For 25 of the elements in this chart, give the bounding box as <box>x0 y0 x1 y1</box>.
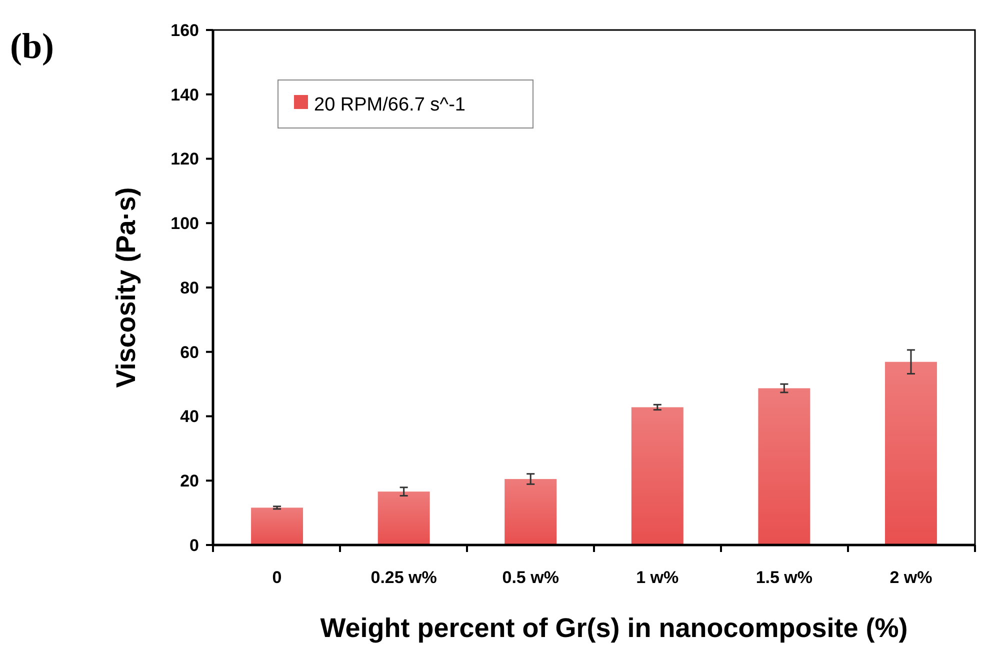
y-axis-title: Viscosity (Pa·s) <box>111 187 141 388</box>
bar <box>378 492 430 545</box>
y-tick-label: 120 <box>170 150 199 169</box>
y-tick-label: 40 <box>180 407 199 426</box>
x-tick-label: 0.5 w% <box>502 568 559 587</box>
legend-label: 20 RPM/66.7 s^-1 <box>314 94 466 116</box>
bar <box>758 388 810 545</box>
x-tick-label: 0 <box>272 568 282 587</box>
bar <box>504 479 557 545</box>
bar <box>884 362 937 545</box>
text: (b) <box>10 26 54 66</box>
bar <box>631 407 684 545</box>
x-axis-title: Weight percent of Gr(s) in nanocomposite (%) <box>320 613 908 643</box>
y-tick-label: 140 <box>170 85 199 104</box>
y-tick-label: 160 <box>170 20 199 40</box>
x-tick-label: 1.5 w% <box>756 568 813 587</box>
y-tick-label: 100 <box>170 214 199 234</box>
y-tick-label: 20 <box>180 472 199 491</box>
x-tick-label: 0.25 w% <box>370 568 437 587</box>
y-tick-label: 60 <box>180 342 199 362</box>
bar <box>251 508 304 545</box>
y-tick-label: 0 <box>190 536 199 555</box>
y-tick-label: 80 <box>180 278 199 298</box>
x-tick-label: 1 w% <box>636 568 679 587</box>
x-tick-label: 2 w% <box>890 568 932 587</box>
